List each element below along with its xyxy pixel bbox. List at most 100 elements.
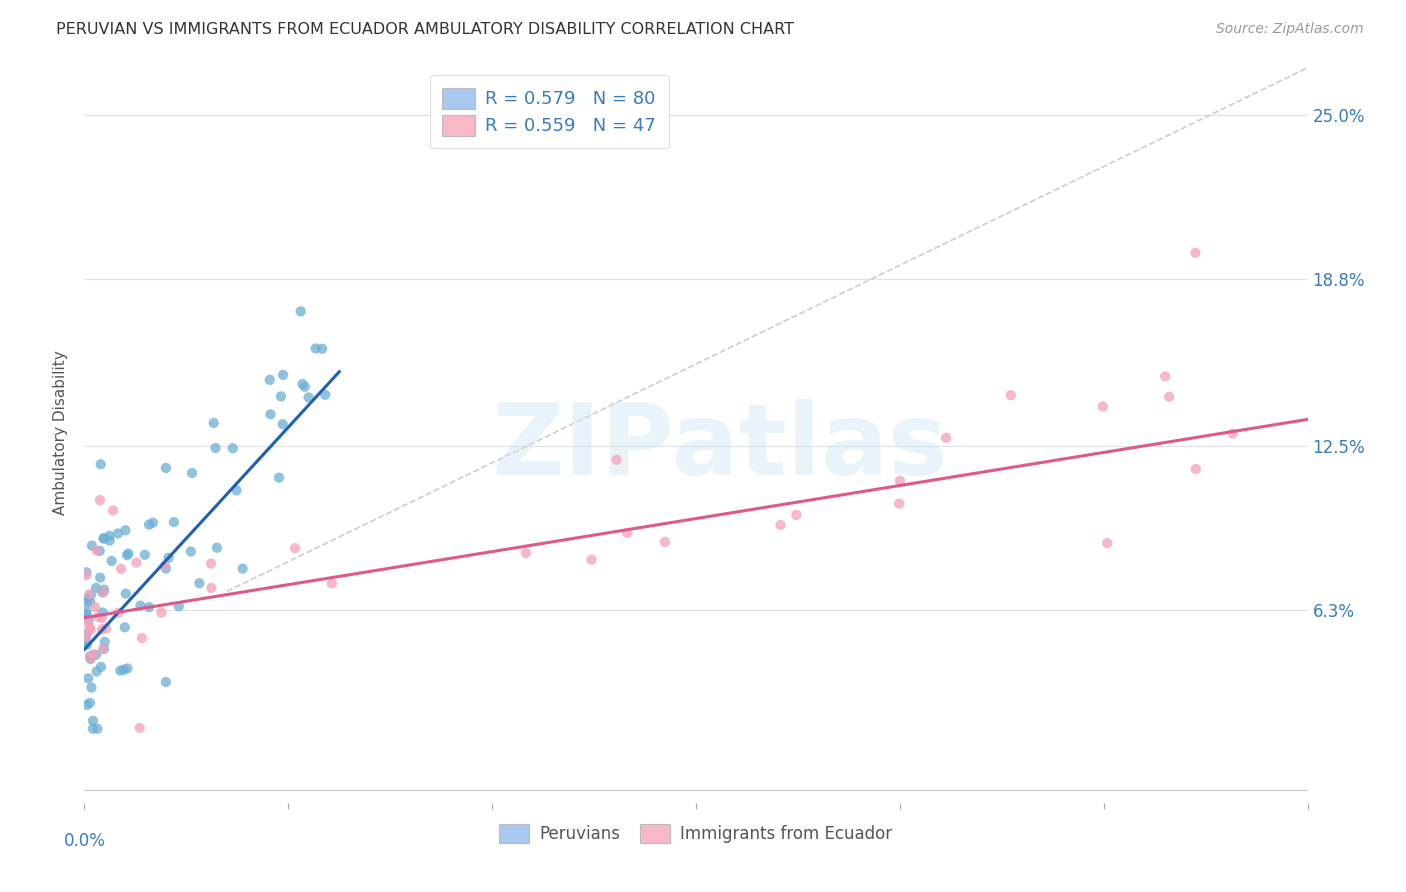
Point [91, 611, 114, 625]
Point [889, 497, 911, 511]
Point [616, 525, 638, 540]
Point [138, 600, 160, 615]
Point [200, 581, 222, 595]
Point [79, 595, 101, 609]
Point [314, 388, 336, 402]
Point [80, 650, 103, 665]
Point [79, 649, 101, 664]
Point [84, 581, 107, 595]
Point [150, 606, 173, 620]
Point [128, 721, 150, 735]
Point [129, 599, 152, 613]
Point [84, 648, 107, 662]
Point [87, 610, 110, 624]
Point [86, 722, 108, 736]
Point [114, 524, 136, 538]
Point [94, 635, 117, 649]
Text: Source: ZipAtlas.com: Source: ZipAtlas.com [1216, 22, 1364, 37]
Point [75, 566, 97, 580]
Point [79, 587, 101, 601]
Point [515, 546, 537, 560]
Point [114, 587, 136, 601]
Point [134, 548, 156, 562]
Point [232, 562, 254, 576]
Point [86, 665, 108, 679]
Point [271, 368, 294, 382]
Point [79, 621, 101, 635]
Point [75, 568, 97, 582]
Point [200, 557, 222, 571]
Point [90, 458, 112, 472]
Point [271, 417, 294, 432]
Point [785, 508, 807, 522]
Point [79, 696, 101, 710]
Point [163, 515, 186, 529]
Point [98, 533, 121, 548]
Text: 0.0%: 0.0% [63, 832, 105, 850]
Point [75, 604, 97, 618]
Point [889, 474, 911, 488]
Point [1000, 388, 1022, 402]
Point [131, 631, 153, 645]
Point [93, 531, 115, 545]
Point [202, 416, 225, 430]
Point [76, 698, 98, 712]
Point [654, 535, 676, 549]
Point [90, 660, 112, 674]
Point [222, 442, 245, 456]
Legend: Peruvians, Immigrants from Ecuador: Peruvians, Immigrants from Ecuador [492, 817, 900, 850]
Point [1091, 400, 1114, 414]
Point [204, 441, 226, 455]
Point [294, 380, 316, 394]
Point [769, 518, 792, 533]
Point [155, 461, 177, 475]
Point [259, 407, 281, 421]
Point [98, 529, 121, 543]
Point [297, 391, 319, 405]
Point [1184, 462, 1206, 476]
Point [155, 561, 177, 575]
Point [100, 554, 122, 568]
Point [82, 714, 104, 728]
Point [115, 548, 138, 562]
Point [321, 576, 343, 591]
Point [284, 541, 307, 556]
Point [270, 389, 292, 403]
Point [90, 623, 112, 637]
Point [89, 493, 111, 508]
Point [259, 373, 281, 387]
Point [117, 547, 139, 561]
Point [80, 681, 103, 695]
Point [125, 556, 148, 570]
Point [1222, 426, 1244, 441]
Point [75, 607, 97, 622]
Point [205, 541, 228, 555]
Point [1184, 245, 1206, 260]
Point [80, 539, 103, 553]
Point [114, 620, 136, 634]
Point [167, 599, 190, 614]
Point [84, 600, 107, 615]
Point [77, 671, 100, 685]
Point [93, 582, 115, 597]
Point [77, 612, 100, 626]
Point [94, 622, 117, 636]
Point [142, 516, 165, 530]
Point [188, 576, 211, 591]
Point [93, 642, 115, 657]
Point [77, 615, 100, 629]
Point [75, 630, 97, 644]
Point [80, 588, 103, 602]
Point [291, 377, 314, 392]
Point [112, 663, 135, 677]
Point [181, 466, 204, 480]
Point [225, 483, 247, 498]
Point [155, 675, 177, 690]
Point [1154, 369, 1177, 384]
Point [76, 595, 98, 609]
Point [107, 606, 129, 620]
Text: PERUVIAN VS IMMIGRANTS FROM ECUADOR AMBULATORY DISABILITY CORRELATION CHART: PERUVIAN VS IMMIGRANTS FROM ECUADOR AMBU… [56, 22, 794, 37]
Point [89, 544, 111, 558]
Point [75, 591, 97, 606]
Point [75, 626, 97, 640]
